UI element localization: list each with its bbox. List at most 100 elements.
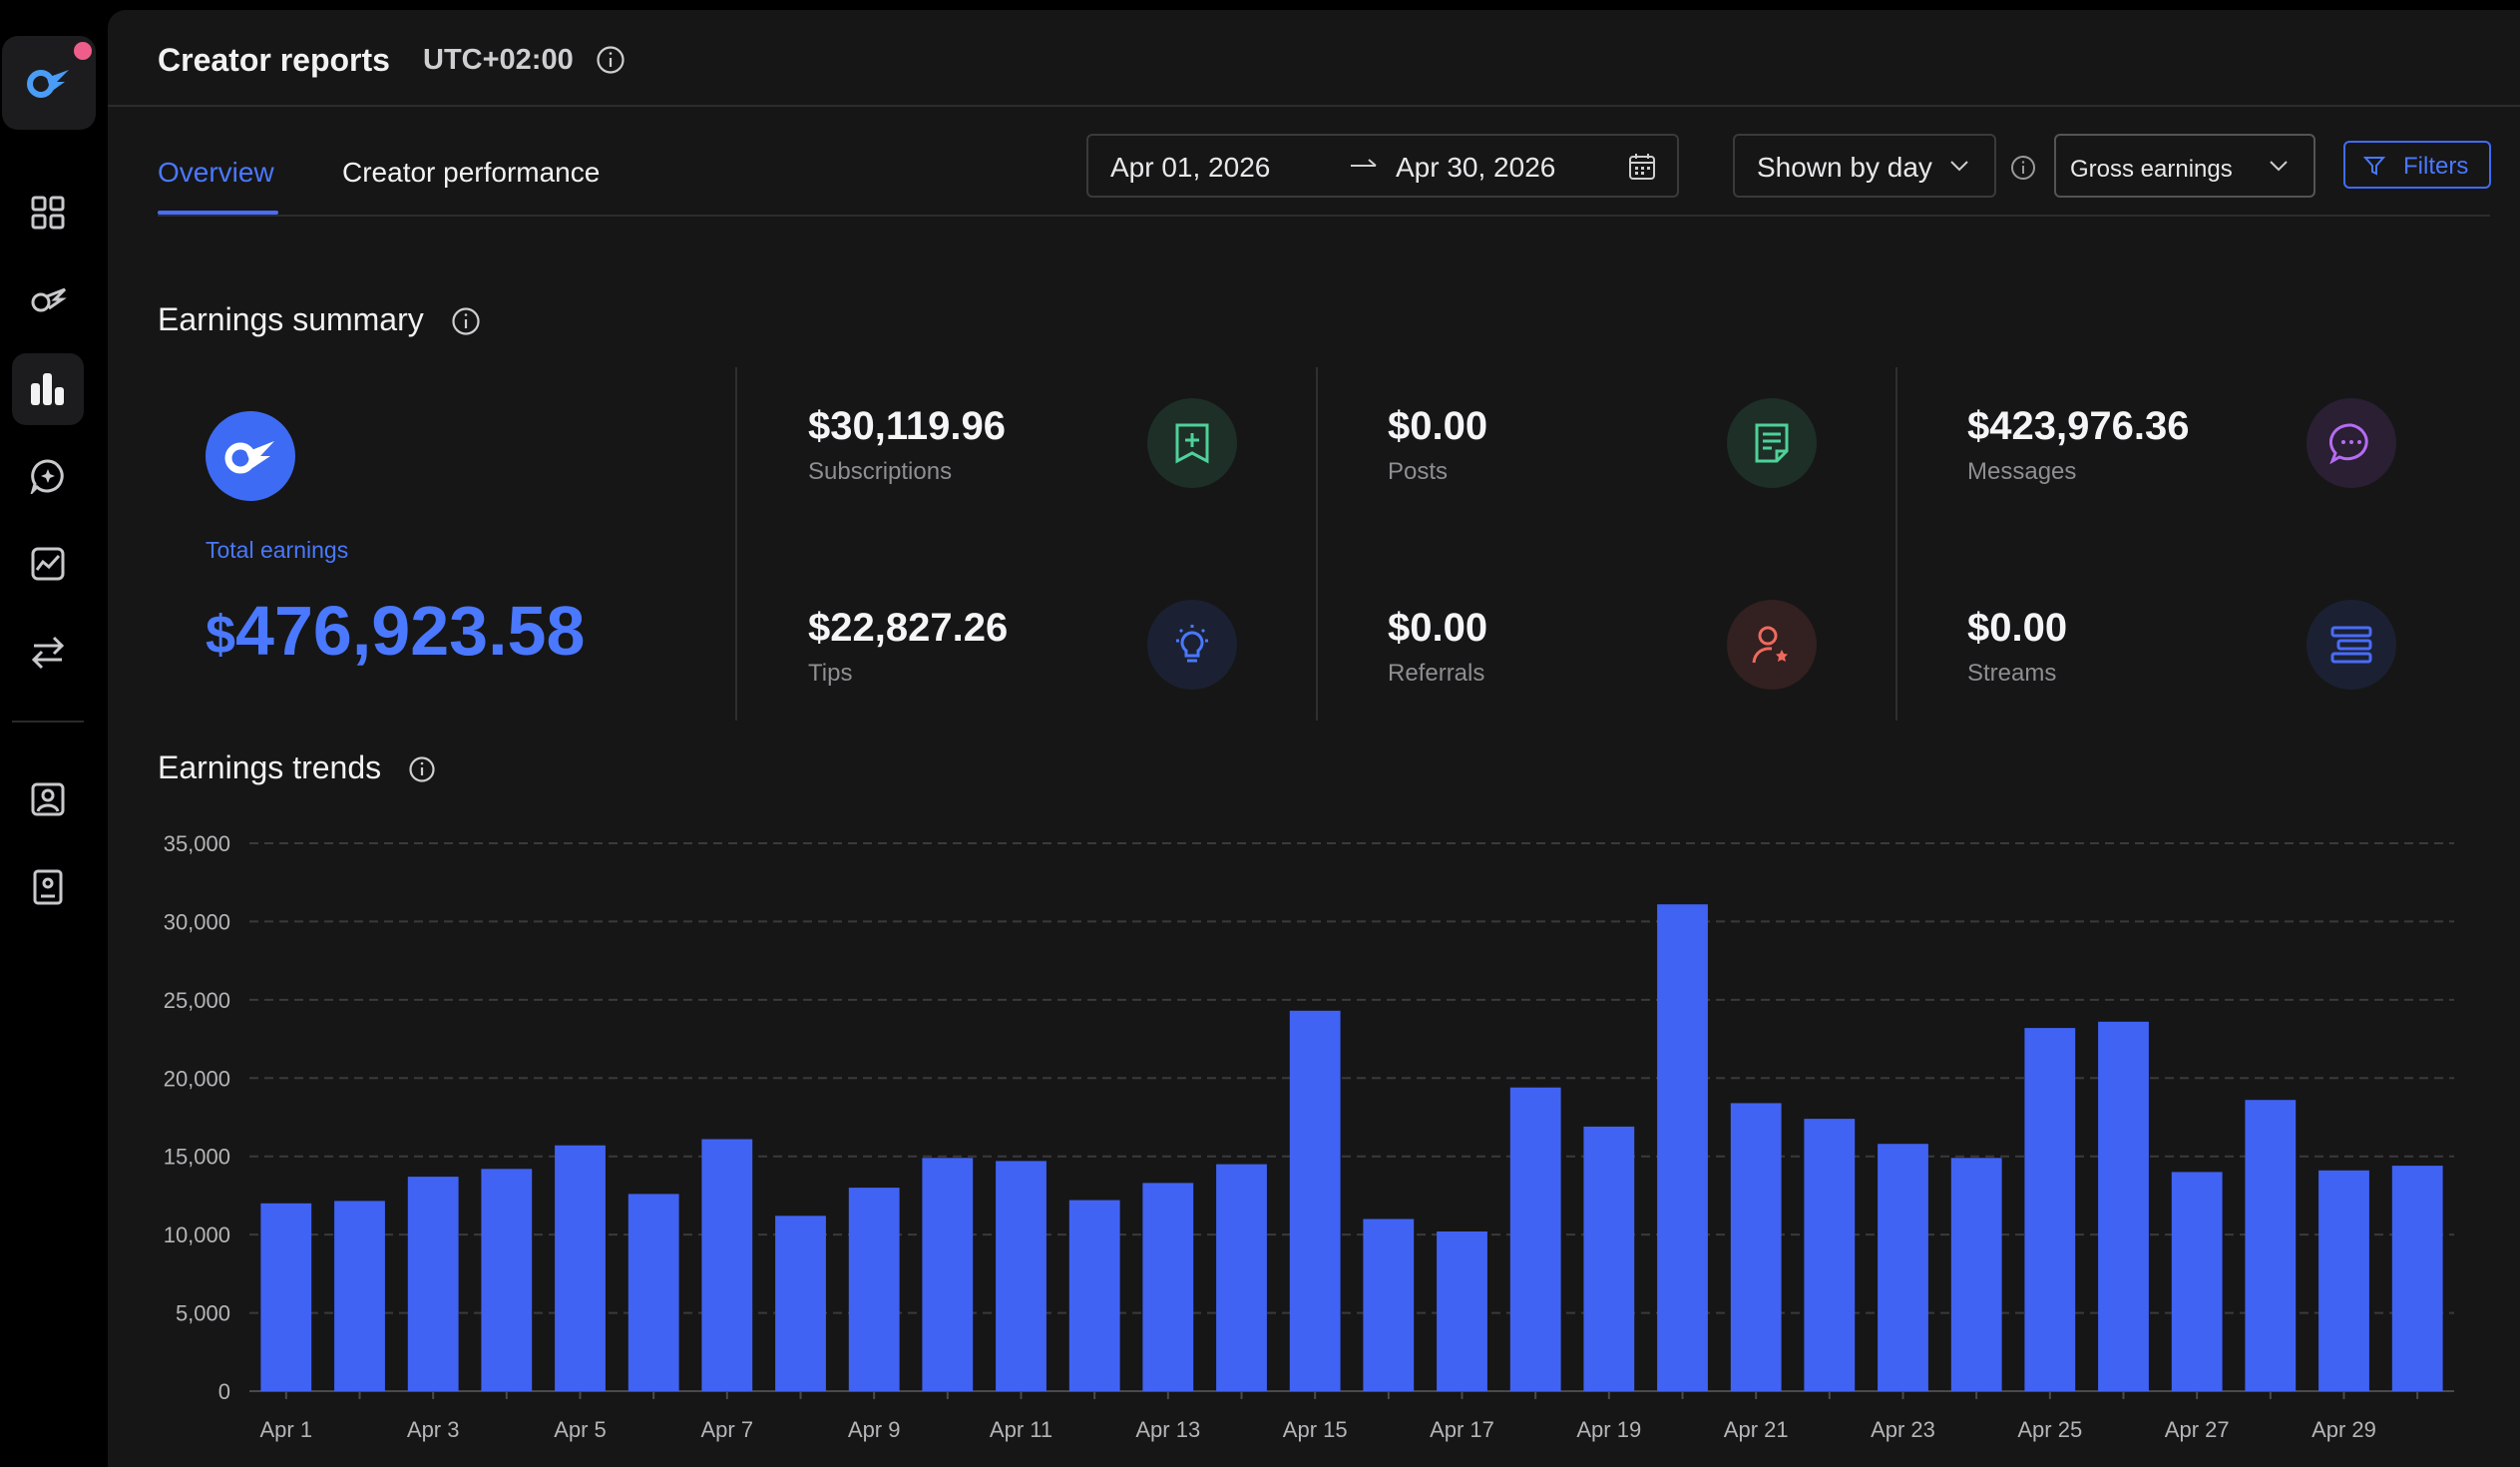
info-icon[interactable] — [2010, 155, 2036, 181]
posts-value: $0.00 — [1388, 404, 1488, 448]
bar-apr-25[interactable] — [2024, 1028, 2076, 1391]
bar-apr-27[interactable] — [2171, 1172, 2223, 1391]
tab-overview[interactable]: Overview — [158, 157, 274, 188]
bar-apr-14[interactable] — [1216, 1164, 1267, 1391]
bar-apr-5[interactable] — [555, 1145, 606, 1391]
bar-apr-15[interactable] — [1289, 1010, 1341, 1391]
stream-icon — [2307, 600, 2396, 690]
lightbulb-icon — [1147, 600, 1237, 690]
chevron-down-icon — [2270, 161, 2288, 172]
tab-creator-performance[interactable]: Creator performance — [342, 157, 601, 188]
date-from[interactable]: Apr 01, 2026 — [1110, 152, 1271, 183]
top-bar: Creator reports UTC+02:00 — [108, 10, 2520, 107]
page-title: Creator reports — [158, 42, 390, 78]
sidebar-item-analytics[interactable] — [12, 528, 84, 600]
x-tick-label: Apr 1 — [260, 1417, 313, 1442]
bar-apr-26[interactable] — [2098, 1021, 2149, 1391]
x-tick-label: Apr 21 — [1724, 1417, 1789, 1442]
posts-label: Posts — [1388, 458, 1449, 485]
bar-apr-29[interactable] — [2318, 1170, 2369, 1391]
bar-apr-19[interactable] — [1583, 1126, 1635, 1391]
y-tick-label: 20,000 — [164, 1066, 230, 1091]
sidebar-item-creators[interactable] — [12, 264, 84, 336]
bar-apr-2[interactable] — [334, 1201, 385, 1391]
subscription-icon — [1147, 398, 1237, 488]
tab-bar: Overview Creator performance — [158, 107, 2490, 217]
streams-label: Streams — [1967, 660, 2057, 687]
chat-bubble-icon — [2307, 398, 2396, 488]
bar-apr-17[interactable] — [1437, 1231, 1487, 1391]
bar-apr-1[interactable] — [260, 1203, 312, 1391]
filter-funnel-icon — [2363, 157, 2385, 176]
notification-dot — [74, 42, 92, 60]
calendar-icon[interactable] — [1627, 152, 1657, 182]
sidebar-item-dashboard[interactable] — [12, 177, 84, 248]
info-icon[interactable] — [596, 45, 626, 75]
info-icon[interactable] — [451, 306, 481, 336]
messages-label: Messages — [1967, 458, 2077, 485]
x-tick-label: Apr 9 — [848, 1417, 901, 1442]
bar-apr-7[interactable] — [701, 1139, 753, 1392]
bar-apr-12[interactable] — [1068, 1200, 1120, 1391]
arrow-right-icon — [1351, 159, 1377, 167]
x-tick-label: Apr 7 — [701, 1417, 754, 1442]
summary-divider — [735, 367, 737, 721]
x-tick-label: Apr 13 — [1135, 1417, 1200, 1442]
bar-apr-20[interactable] — [1657, 904, 1708, 1391]
x-tick-label: Apr 11 — [990, 1417, 1052, 1442]
bar-apr-9[interactable] — [848, 1188, 900, 1391]
bar-apr-8[interactable] — [775, 1216, 826, 1391]
bar-apr-3[interactable] — [407, 1177, 459, 1391]
bar-apr-10[interactable] — [922, 1158, 974, 1391]
earnings-trends-title: Earnings trends — [158, 749, 382, 785]
sidebar-item-profile[interactable] — [12, 763, 84, 835]
tips-label: Tips — [808, 660, 853, 687]
app-logo[interactable] — [2, 36, 96, 130]
bar-apr-30[interactable] — [2391, 1166, 2443, 1391]
transfer-arrows-icon — [31, 636, 65, 670]
of-logo-icon — [224, 441, 274, 474]
x-tick-label: Apr 19 — [1576, 1417, 1641, 1442]
metric-dropdown[interactable]: Gross earnings — [2054, 134, 2315, 198]
sidebar-item-messages[interactable] — [12, 440, 84, 512]
of-logo-outline-icon — [31, 287, 67, 312]
y-tick-label: 10,000 — [164, 1222, 230, 1247]
sidebar-item-id-card[interactable] — [12, 851, 84, 923]
sidebar-divider — [12, 721, 84, 723]
main-panel: Creator reports UTC+02:00 Overview Creat… — [108, 10, 2520, 1467]
bar-apr-23[interactable] — [1878, 1144, 1928, 1391]
app-logo-icon — [27, 70, 69, 98]
line-chart-icon — [31, 547, 65, 581]
y-tick-label: 35,000 — [164, 831, 230, 856]
sidebar-item-reports[interactable] — [12, 353, 84, 425]
total-earnings-value: $476,923.58 — [206, 591, 585, 671]
bar-apr-11[interactable] — [996, 1161, 1047, 1391]
bar-apr-22[interactable] — [1804, 1119, 1856, 1391]
bar-apr-18[interactable] — [1509, 1087, 1561, 1391]
info-icon[interactable] — [408, 755, 436, 783]
earnings-summary-title: Earnings summary — [158, 301, 424, 337]
bar-apr-21[interactable] — [1730, 1103, 1782, 1391]
total-earnings-logo — [206, 411, 295, 501]
bar-apr-28[interactable] — [2245, 1100, 2297, 1391]
y-tick-label: 5,000 — [176, 1301, 230, 1326]
sidebar-item-transfers[interactable] — [12, 616, 84, 688]
chevron-down-icon — [1950, 161, 1968, 172]
date-to[interactable]: Apr 30, 2026 — [1396, 152, 1556, 183]
bar-apr-16[interactable] — [1363, 1219, 1415, 1392]
y-tick-label: 0 — [218, 1379, 230, 1404]
timezone-label: UTC+02:00 — [423, 44, 574, 76]
date-range-picker[interactable]: Apr 01, 2026 Apr 30, 2026 — [1086, 134, 1679, 198]
filters-button-label: Filters — [2403, 153, 2469, 180]
bar-apr-13[interactable] — [1142, 1183, 1194, 1391]
subscriptions-value: $30,119.96 — [808, 404, 1006, 448]
filters-button[interactable]: Filters — [2343, 141, 2491, 189]
bar-apr-4[interactable] — [481, 1169, 533, 1391]
x-tick-label: Apr 3 — [407, 1417, 460, 1442]
x-tick-label: Apr 25 — [2017, 1417, 2082, 1442]
grouping-dropdown[interactable]: Shown by day — [1733, 134, 1996, 198]
referrals-value: $0.00 — [1388, 606, 1488, 650]
bar-apr-6[interactable] — [628, 1194, 679, 1391]
bar-apr-24[interactable] — [1950, 1158, 2002, 1391]
tab-active-indicator — [158, 211, 278, 215]
